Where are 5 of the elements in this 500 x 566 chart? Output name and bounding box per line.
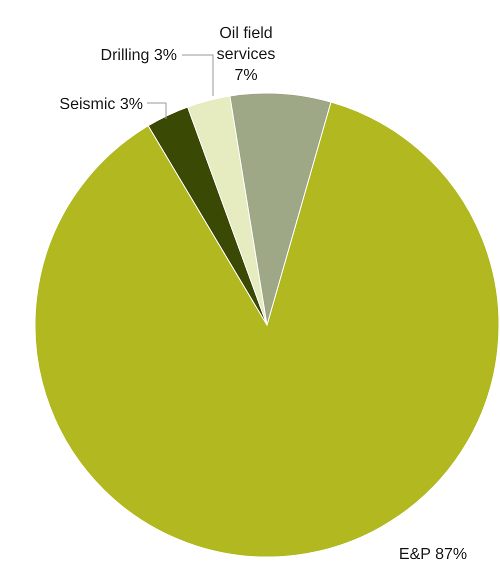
slice-label: E&P 87%	[398, 546, 468, 563]
slice-label: Oil field services	[216, 25, 276, 63]
slice-label: Seismic 3%	[59, 96, 143, 113]
slice-label: Drilling 3%	[100, 47, 177, 64]
data-label: 7%	[234, 67, 258, 84]
